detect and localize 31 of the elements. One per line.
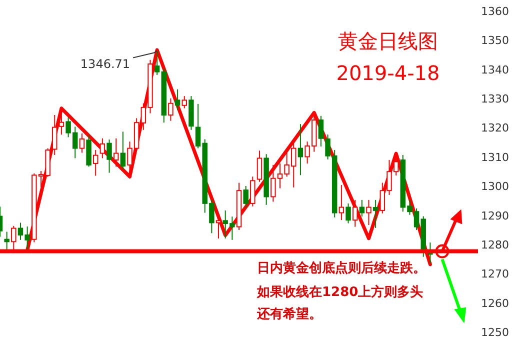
y-tick-label: 1350 — [481, 34, 509, 48]
text: 黄金日线图 — [338, 29, 438, 53]
annotation: 如果收线在1280上方则多头还有希望。 — [257, 284, 424, 324]
y-tick-label: 1310 — [481, 150, 509, 164]
candlestick — [52, 114, 58, 156]
candlestick — [298, 124, 304, 176]
y-tick-label: 1330 — [481, 92, 509, 106]
y-tick-label: 1290 — [481, 209, 509, 222]
candlestick — [58, 110, 64, 136]
text: 2019-4-18 — [336, 61, 440, 85]
candlestick — [256, 150, 262, 182]
candlestick — [106, 139, 112, 174]
candlestick — [372, 199, 378, 228]
annotation: 日内黄金创底点则后续走跌。 — [257, 260, 427, 278]
candlestick — [92, 150, 98, 176]
candlestick — [338, 184, 344, 221]
candlestick — [366, 199, 372, 226]
y-tick-label: 1360 — [481, 5, 509, 18]
y-tick-label: 1270 — [481, 268, 509, 281]
annotation: 1346.71 — [80, 56, 130, 71]
y-tick-label: 1340 — [481, 63, 509, 76]
y-tick-label: 1300 — [481, 180, 509, 194]
y-tick-label: 1280 — [481, 238, 509, 252]
y-tick-label: 1260 — [481, 296, 509, 310]
candlestick — [120, 131, 126, 170]
candlestick — [168, 98, 174, 122]
candlestick — [174, 88, 180, 111]
y-tick-label: 1250 — [481, 326, 509, 340]
y-tick-label: 1320 — [481, 122, 509, 135]
candlestick — [100, 138, 106, 159]
candlestick — [352, 199, 358, 228]
